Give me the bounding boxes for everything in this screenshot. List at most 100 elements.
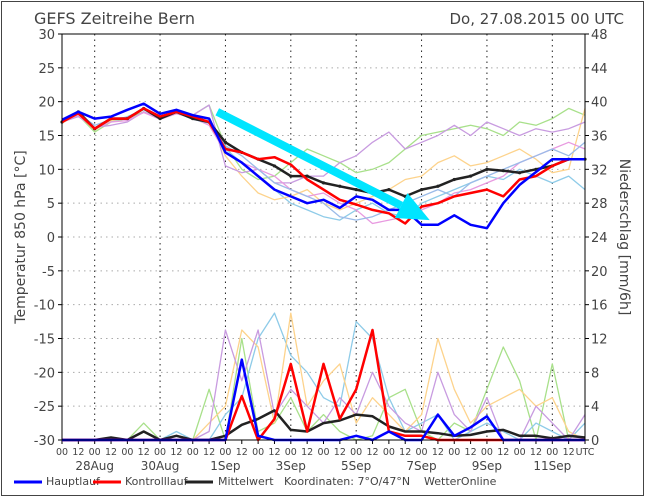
x-hour-label: 00	[89, 447, 101, 458]
mittelwert-point	[419, 188, 424, 192]
y2-tick-label: 24	[591, 231, 608, 246]
x-hour-label: 12	[138, 447, 150, 458]
x-hour-label: 12	[563, 447, 575, 458]
run-date: Do, 27.08.2015 00 UTC	[449, 10, 624, 28]
x-hour-label: 00	[187, 447, 199, 458]
y-tick-label: 30	[38, 28, 55, 43]
legend-label-hauptlauf: Hauptlauf	[46, 475, 101, 488]
x-hour-label: 00	[252, 447, 264, 458]
y-tick-label: 25	[38, 62, 55, 77]
mittelwert-point	[518, 171, 522, 175]
mittelwert-point	[387, 188, 391, 192]
y2-tick-label: 48	[591, 28, 608, 43]
kontrolllauf-temperature-line	[61, 107, 585, 225]
y2-tick-label: 16	[591, 299, 608, 314]
x-hour-label: 00	[448, 447, 460, 458]
x-hour-label: 12	[497, 447, 509, 458]
y2-tick-label: 20	[591, 265, 608, 280]
trend-arrow-head	[394, 193, 430, 221]
y-tick-label: 10	[38, 163, 55, 178]
x-date-label: 7Sep	[406, 459, 436, 473]
x-hour-label: 12	[530, 447, 542, 458]
y-tick-label: 5	[47, 197, 55, 212]
x-hour-label: 00	[350, 447, 362, 458]
y-tick-label: 0	[47, 231, 55, 246]
mittelwert-point	[272, 164, 277, 168]
mittelwert-point	[158, 116, 162, 121]
x-hour-label: 00	[416, 447, 428, 458]
mittelwert-point	[436, 184, 440, 188]
y2-tick-label: 36	[591, 130, 608, 145]
coordinates-label: Koordinaten: 7°O/47°N	[284, 475, 410, 488]
mittelwert-point	[452, 177, 456, 182]
x-hour-label: 12	[432, 447, 444, 458]
mittelwert-point	[223, 140, 228, 144]
mittelwert-point	[338, 184, 342, 188]
x-date-label: 5Sep	[341, 459, 371, 473]
x-date-label: 3Sep	[276, 459, 306, 473]
plot-area-border	[61, 33, 586, 441]
x-hour-label: 12	[366, 447, 378, 458]
brand-label: WetterOnline	[424, 475, 497, 488]
x-hour-label: 00	[154, 447, 166, 458]
y2-tick-label: 44	[591, 62, 608, 77]
y-axis-label: Temperatur 850 hPa [°C]	[13, 150, 29, 324]
x-date-label: 11Sep	[533, 459, 571, 473]
x-date-label: 28Aug	[75, 459, 114, 473]
x-hour-label: 12	[399, 447, 411, 458]
y-tick-label: -15	[34, 333, 55, 348]
legend-label-kontrolllauf: Kontrolllauf	[125, 475, 189, 488]
x-hour-label: 00	[546, 447, 558, 458]
x-date-label: 30Aug	[141, 459, 180, 473]
x-hour-label: 12	[203, 447, 215, 458]
x-hour-label: UTC	[576, 447, 595, 458]
x-hour-label: 00	[56, 447, 68, 458]
x-hour-label: 00	[514, 447, 526, 458]
y-tick-label: -25	[34, 400, 55, 415]
trend-arrow-shaft	[215, 108, 404, 210]
y2-tick-label: 40	[591, 96, 608, 111]
chart-title: GEFS Zeitreihe Bern	[34, 9, 195, 28]
x-hour-label: 12	[465, 447, 477, 458]
x-hour-label: 00	[121, 447, 133, 458]
y2-tick-label: 0	[591, 434, 599, 449]
legend-label-mittelwert: Mittelwert	[218, 475, 274, 488]
x-hour-label: 00	[219, 447, 231, 458]
y-tick-label: -10	[34, 299, 55, 314]
y2-tick-label: 8	[591, 366, 599, 381]
y-tick-label: 15	[38, 130, 55, 145]
mittelwert-point	[501, 169, 505, 173]
y-tick-label: -30	[34, 434, 55, 449]
y-tick-label: 20	[38, 96, 55, 111]
y-tick-label: -5	[42, 265, 55, 280]
mittelwert-point	[321, 181, 326, 185]
y2-tick-label: 32	[591, 163, 608, 178]
y2-tick-label: 28	[591, 197, 608, 212]
x-hour-label: 12	[105, 447, 117, 458]
ensemble-precip-line	[62, 312, 586, 441]
y-tick-label: -20	[34, 366, 55, 381]
ensemble-temperature-line	[61, 111, 586, 225]
x-hour-label: 12	[334, 447, 346, 458]
y2-axis-label: Niederschlag [mm/6h]	[616, 159, 632, 316]
legend: Hauptlauf Kontrolllauf Mittelwert Koordi…	[14, 475, 497, 488]
y2-tick-label: 4	[591, 400, 599, 415]
hauptlauf-temperature-line	[61, 102, 585, 230]
x-hour-label: 12	[236, 447, 248, 458]
mittelwert-point	[468, 174, 473, 178]
x-date-label: 1Sep	[210, 459, 240, 473]
x-hour-label: 12	[268, 447, 280, 458]
x-date-label: 9Sep	[472, 459, 502, 473]
x-hour-label: 00	[383, 447, 395, 458]
mittelwert-point	[289, 174, 293, 178]
ensemble-precip-line	[62, 312, 586, 441]
ensemble-precip-line	[62, 337, 585, 441]
mittelwert-point	[485, 167, 489, 171]
x-hour-label: 00	[481, 447, 493, 458]
x-hour-label: 12	[72, 447, 84, 458]
y2-tick-label: 12	[591, 333, 608, 348]
mittelwert-point	[354, 188, 358, 192]
mittelwert-point	[305, 174, 309, 178]
